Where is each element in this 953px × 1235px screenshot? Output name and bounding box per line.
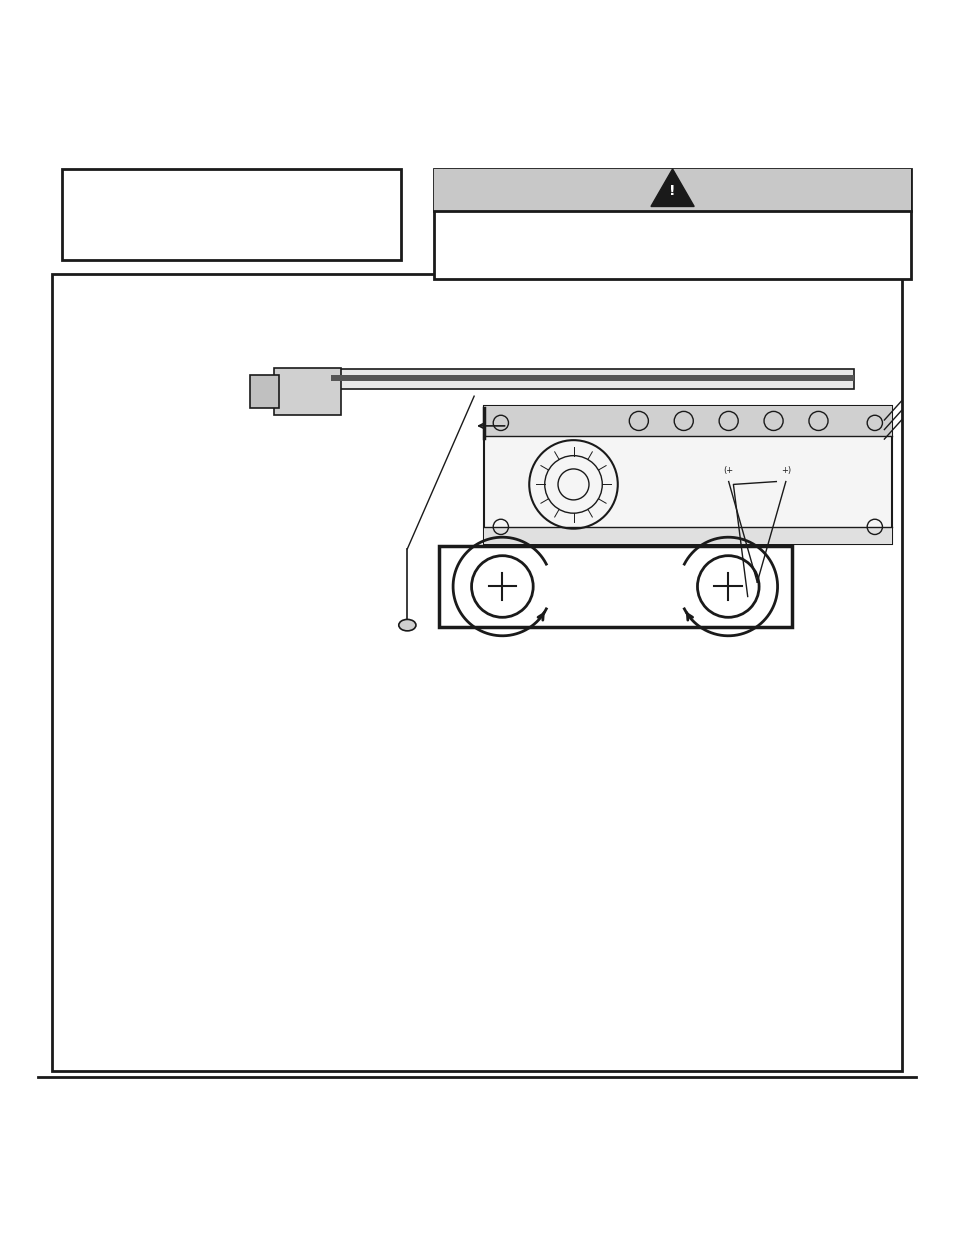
Bar — [331, 375, 853, 380]
Bar — [483, 527, 891, 545]
Ellipse shape — [398, 620, 416, 631]
Bar — [62, 169, 400, 259]
Bar — [274, 368, 340, 415]
Bar — [331, 369, 853, 389]
Text: +): +) — [780, 466, 790, 474]
Text: !: ! — [669, 184, 675, 199]
Bar — [438, 546, 791, 627]
Polygon shape — [650, 169, 694, 206]
Bar — [483, 406, 891, 436]
Bar — [52, 274, 901, 1071]
Bar — [250, 374, 278, 408]
Bar — [434, 169, 910, 211]
Bar — [434, 169, 910, 279]
Text: (+: (+ — [722, 466, 733, 474]
Bar — [483, 406, 891, 545]
